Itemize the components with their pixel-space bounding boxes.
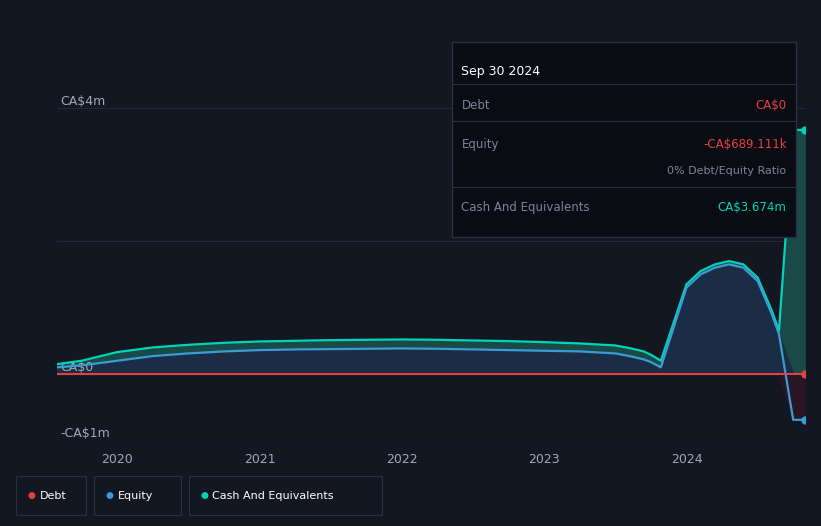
- Text: Debt: Debt: [461, 99, 490, 112]
- Text: -CA$689.111k: -CA$689.111k: [703, 138, 787, 151]
- Text: CA$4m: CA$4m: [60, 95, 106, 108]
- Text: Cash And Equivalents: Cash And Equivalents: [212, 491, 333, 501]
- Text: CA$0: CA$0: [60, 361, 94, 374]
- Text: CA$0: CA$0: [755, 99, 787, 112]
- Text: ●: ●: [200, 491, 209, 500]
- Text: CA$3.674m: CA$3.674m: [718, 201, 787, 214]
- Text: -CA$1m: -CA$1m: [60, 428, 110, 440]
- Text: Equity: Equity: [461, 138, 499, 151]
- Text: Equity: Equity: [117, 491, 153, 501]
- Text: ●: ●: [28, 491, 36, 500]
- Text: Cash And Equivalents: Cash And Equivalents: [461, 201, 590, 214]
- Text: Sep 30 2024: Sep 30 2024: [461, 65, 540, 77]
- Text: ●: ●: [106, 491, 114, 500]
- Text: Debt: Debt: [39, 491, 67, 501]
- Text: 0% Debt/Equity Ratio: 0% Debt/Equity Ratio: [667, 166, 787, 176]
